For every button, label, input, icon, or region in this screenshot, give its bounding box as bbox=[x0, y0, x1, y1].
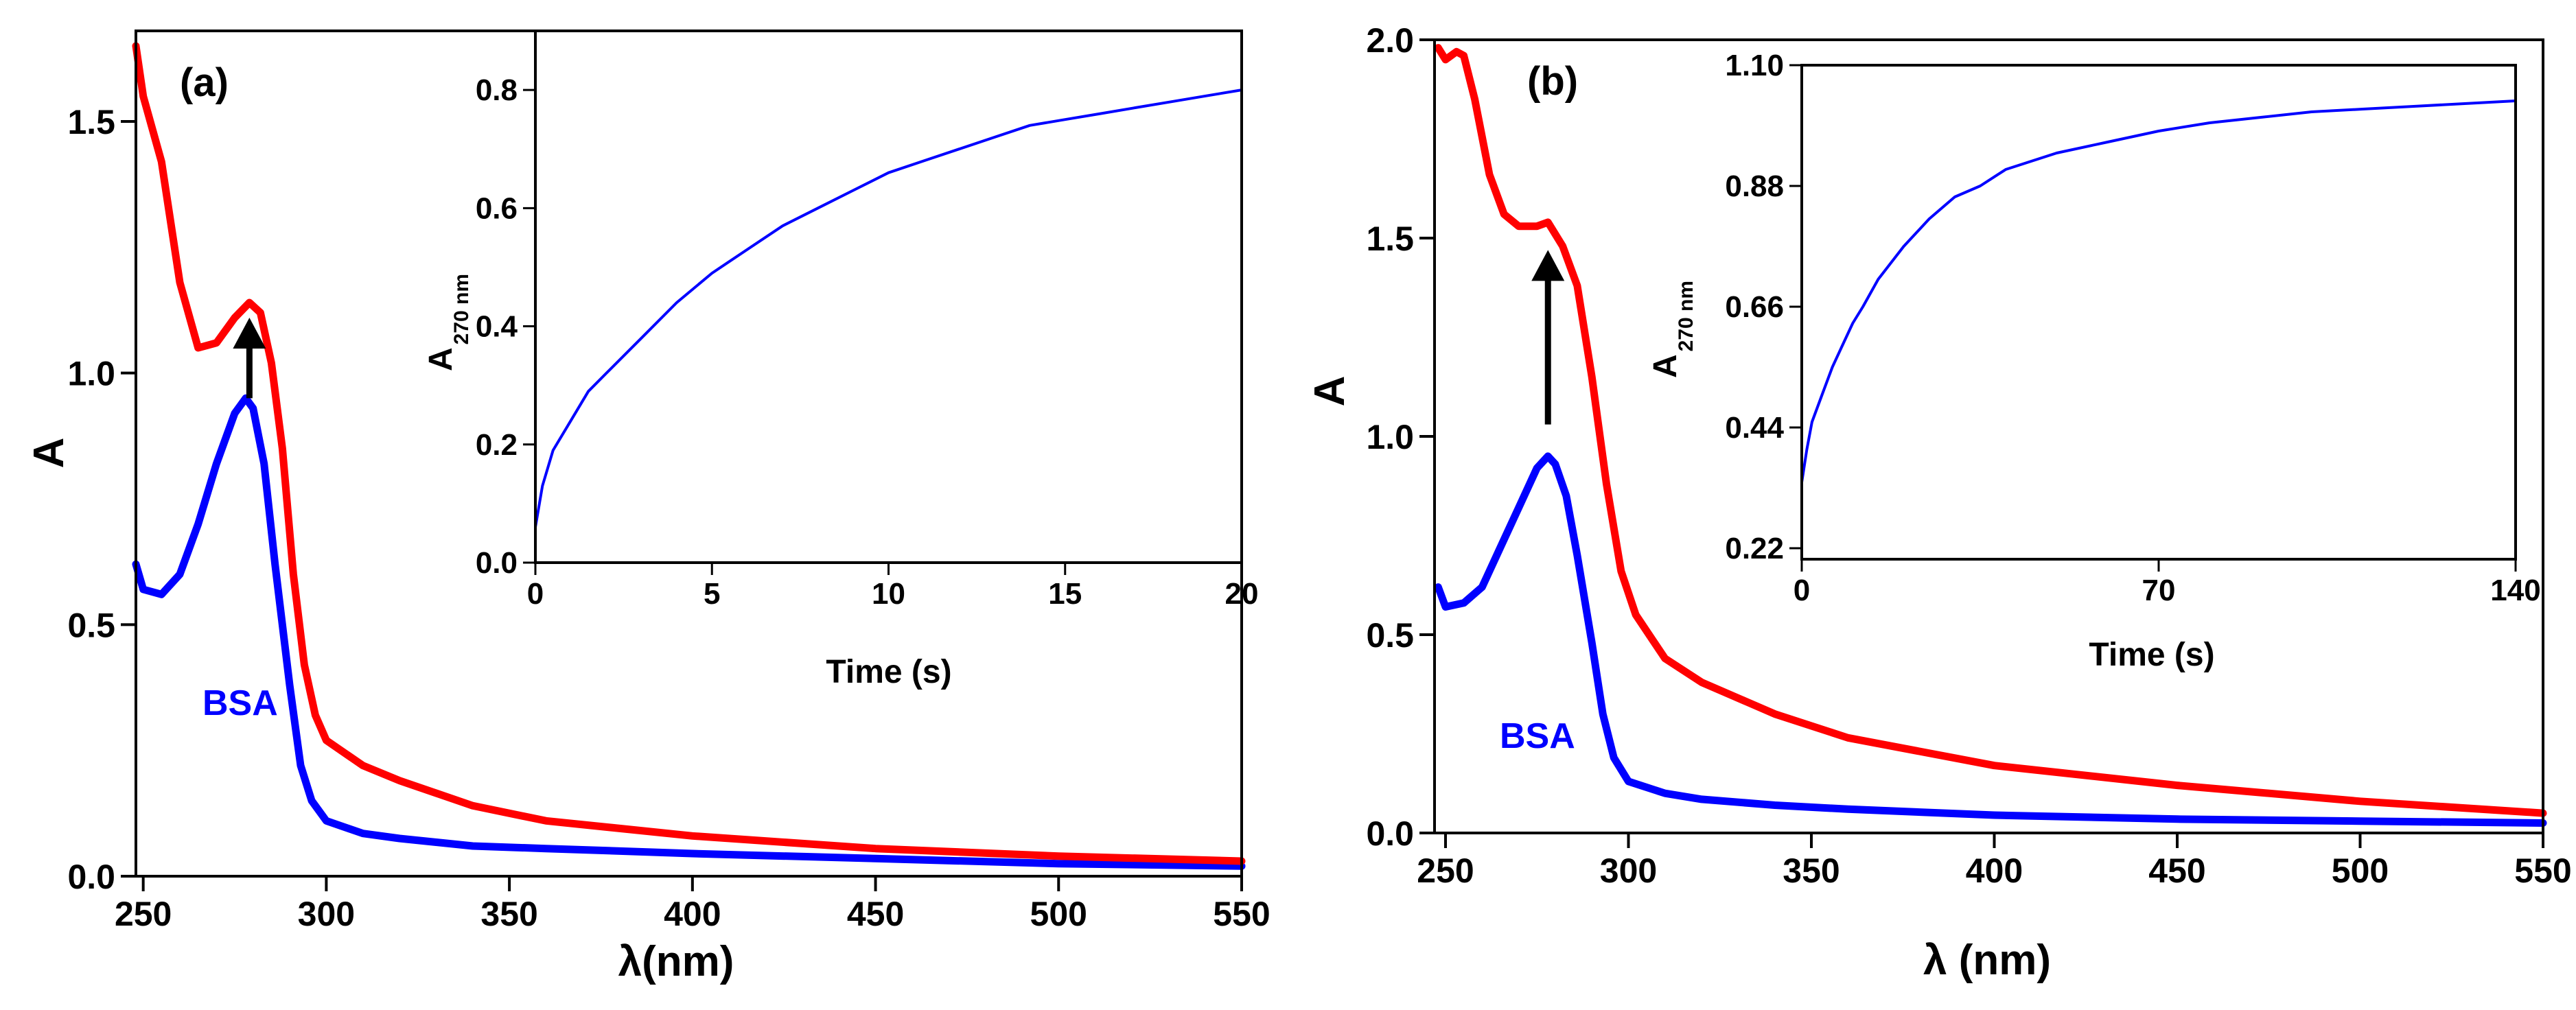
panel-a-inset-xtick-label: 5 bbox=[704, 577, 720, 611]
panel-b-label: (b) bbox=[1527, 59, 1578, 104]
panel-b-inset-frame bbox=[1800, 64, 2517, 561]
panel-a-inset-xlabel: Time (s) bbox=[826, 654, 951, 690]
panel-a-label: (a) bbox=[180, 60, 229, 105]
panel-b-xtick-label: 250 bbox=[1417, 852, 1474, 890]
panel-a-series-bsa-ligand bbox=[132, 42, 1246, 865]
panel-a-xtick-label: 500 bbox=[1030, 895, 1087, 933]
panel-a-inset-ticks: 0 5 10 15 20 0.0 0.2 0.4 0.6 0.8 bbox=[476, 73, 1259, 611]
panel-b-inset-xlabel: Time (s) bbox=[2089, 637, 2214, 673]
panel-a-inset-ytick-label: 0.8 bbox=[476, 73, 518, 107]
panel-b-inset-xtick-label: 140 bbox=[2490, 574, 2540, 607]
panel-b-xtick-label: 300 bbox=[1600, 852, 1657, 890]
panel-b-inset-series bbox=[1800, 99, 2517, 484]
panel-a-inset-xtick-label: 0 bbox=[527, 577, 544, 611]
panel-a-inset-xtick-label: 10 bbox=[872, 577, 905, 611]
panel-b-series-bsa-ligand bbox=[1434, 44, 2547, 817]
panel-b-xtick-label: 450 bbox=[2148, 852, 2205, 890]
panel-a-ytick-label: 0.0 bbox=[67, 858, 115, 896]
panel-a-arrowhead bbox=[233, 318, 266, 349]
panel-a-xtick-label: 250 bbox=[115, 895, 172, 933]
panel-b-xtick-label: 350 bbox=[1783, 852, 1840, 890]
panel-b-ytick-label: 0.0 bbox=[1366, 814, 1414, 853]
panel-a-xtick-label: 350 bbox=[480, 895, 537, 933]
panel-a-ytick-label: 1.5 bbox=[67, 103, 115, 141]
panel-a-xtick-label: 300 bbox=[298, 895, 355, 933]
panel-a-xlabel: λ(nm) bbox=[618, 938, 734, 985]
panel-b-inset-ticks: 0 70 140 0.22 0.44 0.66 0.88 1.10 bbox=[1725, 49, 2540, 607]
panel-b-arrowhead bbox=[1531, 250, 1565, 281]
panel-a-series-bsa bbox=[132, 394, 1246, 870]
panel-b-series-bsa bbox=[1434, 452, 2547, 827]
panel-a-ticks: 250 300 350 400 450 500 550 0.0 0.5 1.0 1.5 bbox=[67, 103, 1270, 933]
panel-b-inset: 0 70 140 0.22 0.44 0.66 0.88 1.10 A270 nm Time … bbox=[1647, 49, 2541, 673]
panel-a-bsa-label: BSA bbox=[202, 683, 278, 723]
panel-a-xtick-label: 400 bbox=[664, 895, 721, 933]
panel-b-inset-ytick-label: 0.88 bbox=[1725, 169, 1784, 203]
panel-a-inset-ytick-label: 0.0 bbox=[476, 546, 518, 580]
panel-b-ticks: 250 300 350 400 450 500 550 0.0 0.5 1.0 1.5 2.0 bbox=[1366, 21, 2571, 890]
panel-a-inset: 0 5 10 15 20 0.0 0.2 0.4 0.6 0.8 A270 nm Time (s) bbox=[423, 30, 1259, 690]
panel-a-ytick-label: 0.5 bbox=[67, 606, 115, 644]
panel-a-inset-ytick-label: 0.4 bbox=[476, 310, 518, 344]
panel-a-xtick-label: 450 bbox=[847, 895, 904, 933]
panel-a-ylabel: A bbox=[25, 438, 73, 469]
panel-b-inset-ytick-label: 1.10 bbox=[1725, 49, 1784, 82]
panel-b-xtick-label: 500 bbox=[2332, 852, 2389, 890]
panel-a-series bbox=[132, 42, 1246, 870]
panel-b-ytick-label: 1.0 bbox=[1366, 418, 1414, 456]
panel-b-inset-xtick-label: 70 bbox=[2142, 574, 2176, 607]
panel-a-inset-ylabel: A270 nm bbox=[423, 274, 473, 371]
panel-b-inset-xtick-label: 0 bbox=[1794, 574, 1810, 607]
panel-b-xtick-label: 550 bbox=[2514, 852, 2571, 890]
panel-b-series bbox=[1434, 44, 2547, 827]
panel-b-ytick-label: 2.0 bbox=[1366, 21, 1414, 60]
panel-a-inset-xtick-label: 15 bbox=[1048, 577, 1082, 611]
panel-a-inset-ytick-label: 0.6 bbox=[476, 191, 518, 225]
panel-b-inset-ylabel: A270 nm bbox=[1647, 281, 1697, 378]
panel-a-inset-series bbox=[534, 89, 1243, 529]
panel-a-inset-ytick-label: 0.2 bbox=[476, 428, 518, 462]
panel-b-inset-ytick-label: 0.44 bbox=[1725, 411, 1784, 445]
panel-b-inset-series-kinetics bbox=[1800, 99, 2517, 484]
panel-b-axes-frame bbox=[1433, 38, 2544, 834]
panel-b-inset-ytick-label: 0.22 bbox=[1725, 532, 1784, 565]
panel-b-ytick-label: 0.5 bbox=[1366, 616, 1414, 655]
panel-b-ytick-label: 1.5 bbox=[1366, 220, 1414, 258]
panel-a-xtick-label: 550 bbox=[1213, 895, 1270, 933]
panel-b-xlabel: λ (nm) bbox=[1923, 937, 2051, 984]
panel-b-inset-ytick-label: 0.66 bbox=[1725, 290, 1784, 324]
panel-a-inset-xtick-label: 20 bbox=[1225, 577, 1259, 611]
panel-b-ylabel: A bbox=[1306, 376, 1354, 407]
panel-a-inset-frame bbox=[534, 30, 1243, 564]
panel-b: 250 300 350 400 450 500 550 0.0 0.5 1.0 1.5 2.0 (b)… bbox=[1306, 21, 2572, 984]
panel-b-bsa-label: BSA bbox=[1500, 716, 1575, 756]
panel-a-ytick-label: 1.0 bbox=[67, 355, 115, 393]
panel-b-xtick-label: 400 bbox=[1966, 852, 2023, 890]
panel-a-inset-series-kinetics bbox=[534, 89, 1243, 529]
